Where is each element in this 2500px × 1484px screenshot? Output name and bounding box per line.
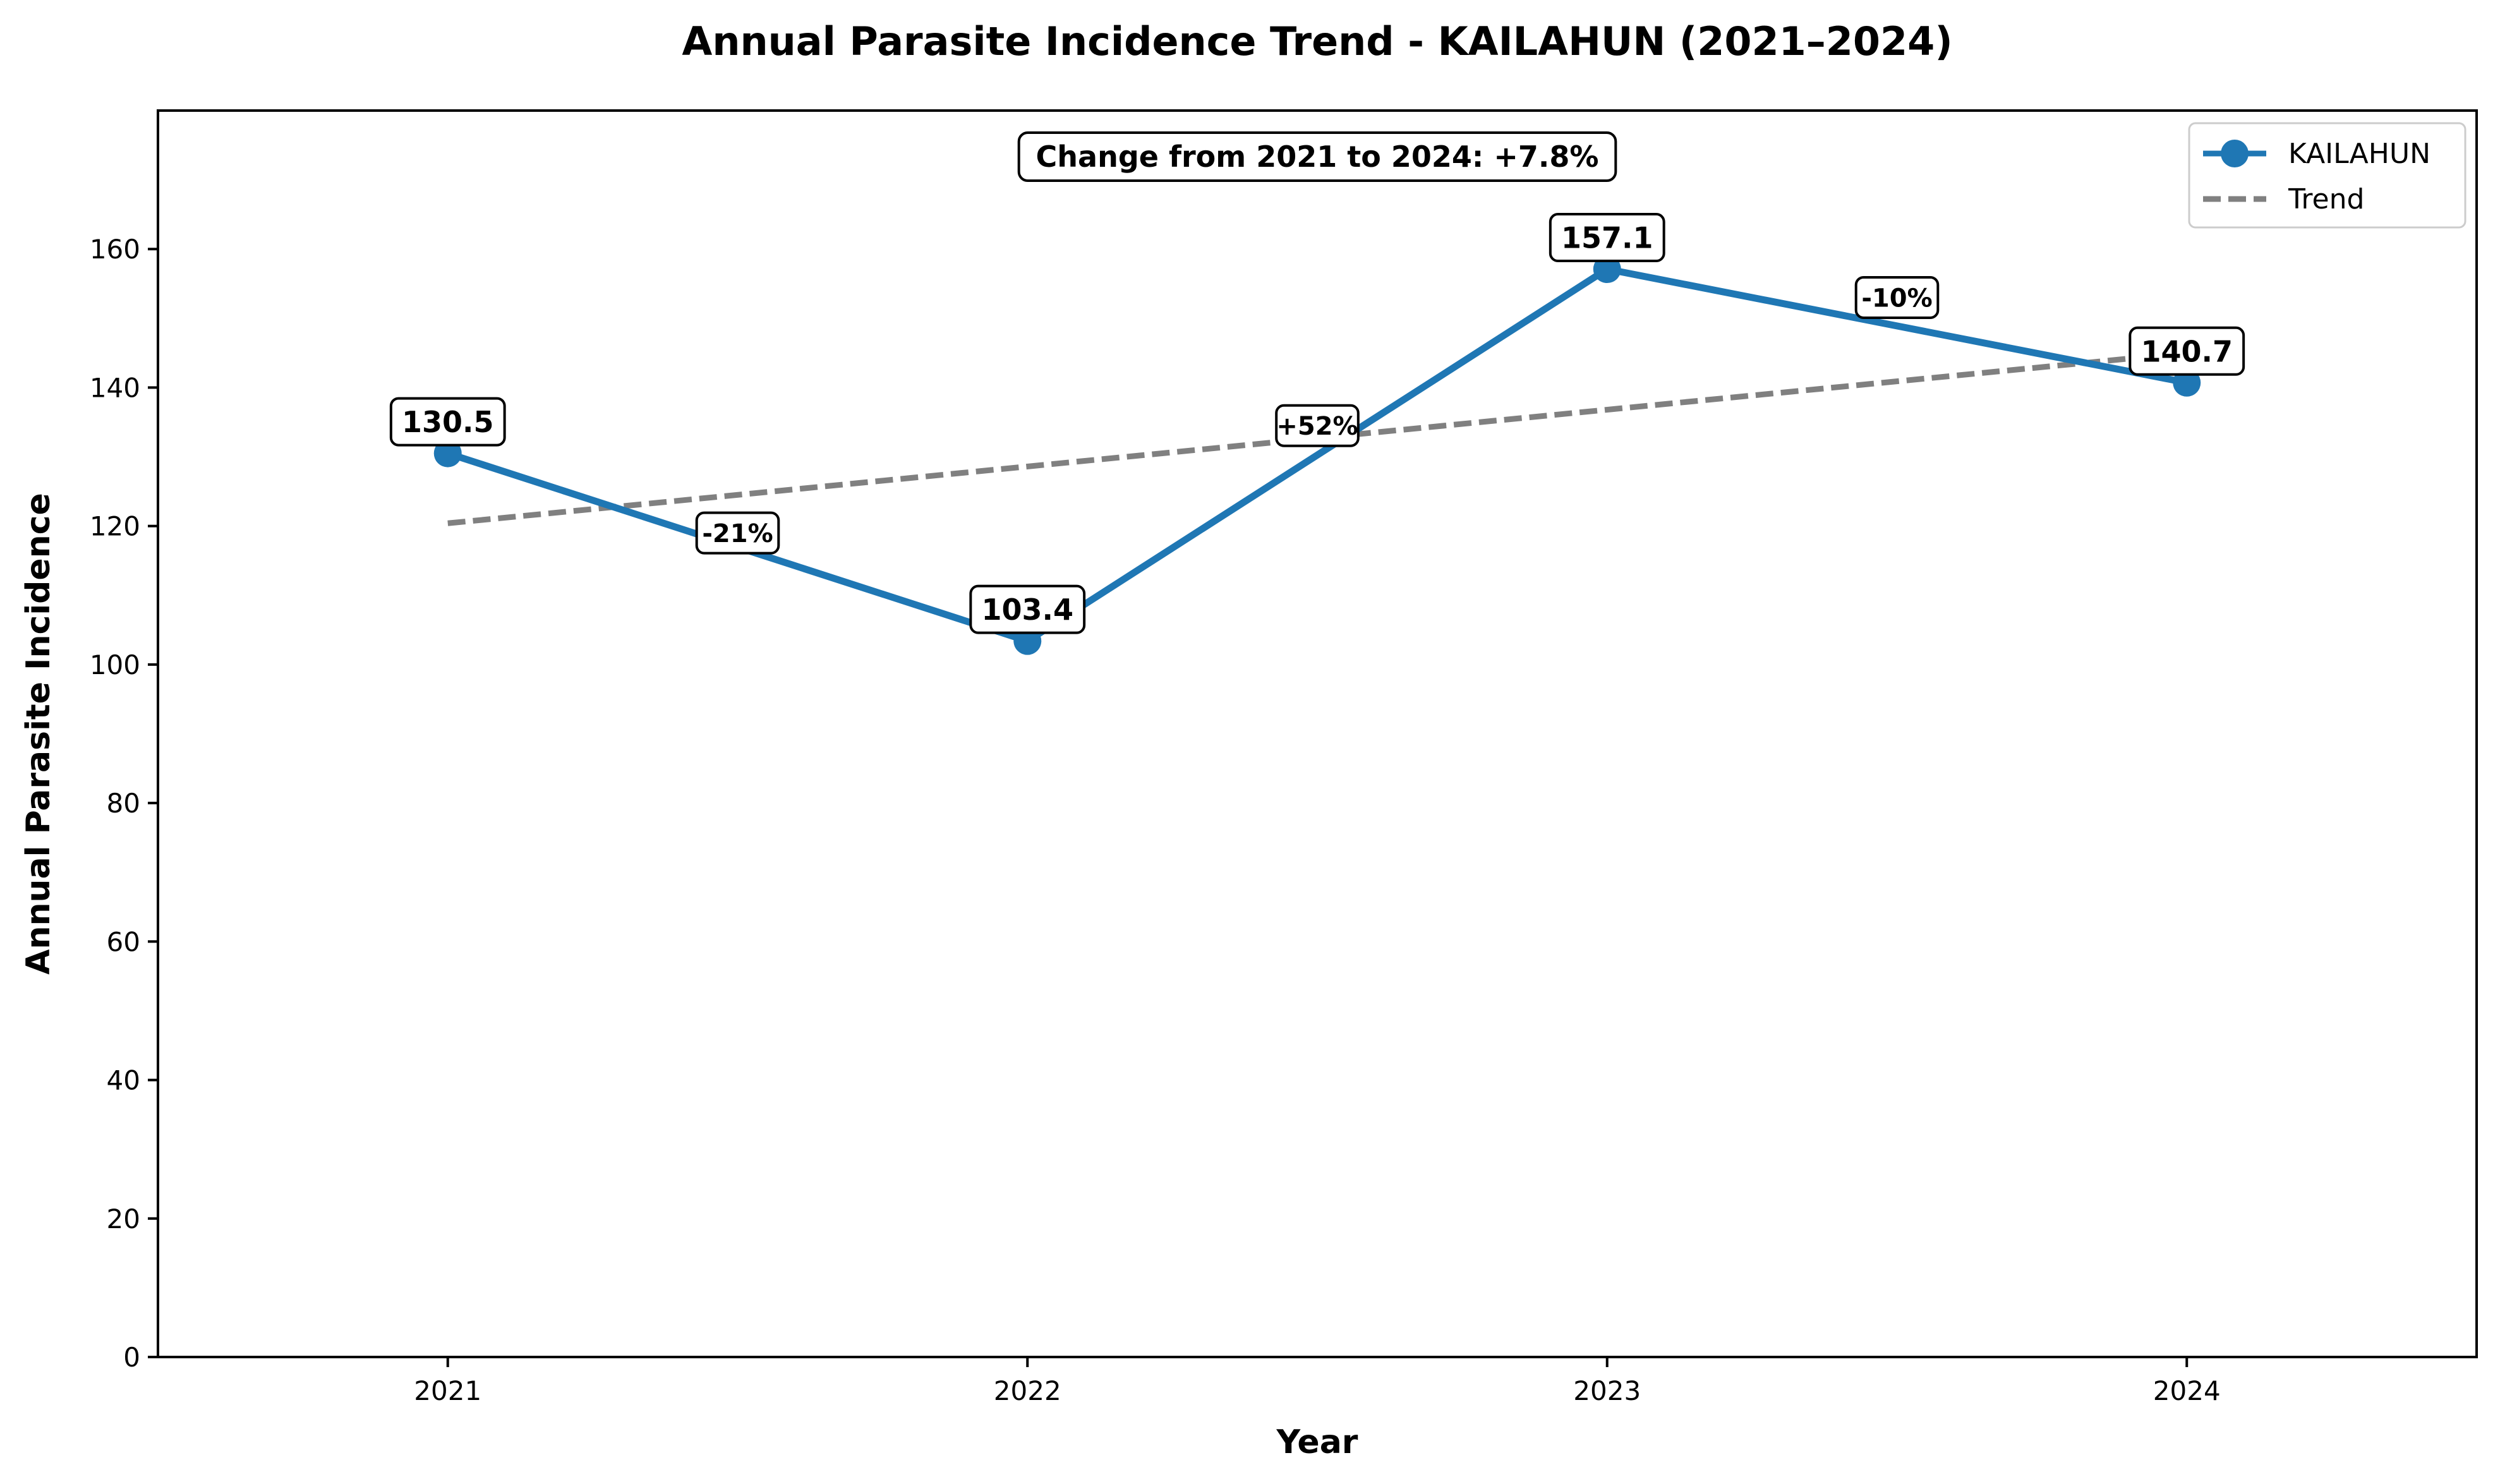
change-label: +52% xyxy=(1275,404,1360,447)
data-label-text: 157.1 xyxy=(1561,221,1653,255)
change-label-box xyxy=(1275,404,1360,447)
y-tick-label: 0 xyxy=(123,1342,140,1373)
total-change-annotation: Change from 2021 to 2024: +7.8% xyxy=(1017,131,1617,182)
y-tick-label: 100 xyxy=(90,649,140,680)
data-label-text: 103.4 xyxy=(981,593,1073,627)
data-label: 130.5 xyxy=(389,397,506,447)
legend-label-kailahun: KAILAHUN xyxy=(2288,138,2431,170)
x-axis-label: Year xyxy=(1276,1423,1358,1461)
x-tick-label: 2022 xyxy=(994,1375,1061,1406)
total-change-text: Change from 2021 to 2024: +7.8% xyxy=(1036,140,1599,174)
change-label-text: -21% xyxy=(702,519,773,548)
data-label-text: 130.5 xyxy=(402,405,494,439)
change-label: -21% xyxy=(695,511,780,555)
data-label: 157.1 xyxy=(1549,213,1665,263)
data-label-text: 140.7 xyxy=(2141,334,2233,368)
x-tick-label: 2024 xyxy=(2153,1375,2221,1406)
change-label: -10% xyxy=(1854,275,1940,319)
y-axis-ticks: 0 20 40 60 80 100 120 140 160 xyxy=(90,234,158,1373)
change-label-box xyxy=(695,511,780,555)
data-label-box xyxy=(389,397,506,447)
series-line-kailahun xyxy=(447,265,2188,645)
plot-frame xyxy=(157,109,2478,1358)
change-label-text: -10% xyxy=(1861,284,1932,313)
legend-label-trend: Trend xyxy=(2288,183,2364,215)
chart-title: Annual Parasite Incidence Trend - KAILAH… xyxy=(682,18,1952,64)
change-label-text: +52% xyxy=(1276,412,1358,441)
data-label: 140.7 xyxy=(2129,326,2245,376)
y-tick-label: 40 xyxy=(107,1065,140,1096)
legend-marker-kailahun xyxy=(2221,140,2249,167)
x-tick-label: 2021 xyxy=(414,1375,481,1406)
change-label-box xyxy=(1854,275,1940,319)
y-tick-label: 120 xyxy=(90,511,140,542)
y-tick-label: 80 xyxy=(107,788,140,819)
y-axis-label: Annual Parasite Incidence xyxy=(20,493,57,974)
x-axis-ticks: 2021 2022 2023 2024 xyxy=(414,1357,2221,1406)
data-label-box xyxy=(969,584,1086,634)
total-change-box xyxy=(1017,131,1617,182)
data-label: 103.4 xyxy=(969,584,1086,634)
legend: KAILAHUN Trend xyxy=(2188,122,2467,229)
y-tick-label: 160 xyxy=(90,234,140,265)
plot-area: 130.5 103.4 157.1 140.7 -21% +52% -10% xyxy=(389,213,2245,655)
y-tick-label: 140 xyxy=(90,372,140,403)
data-label-box xyxy=(2129,326,2245,376)
y-tick-label: 60 xyxy=(107,926,140,957)
x-tick-label: 2023 xyxy=(1573,1375,1641,1406)
y-tick-label: 20 xyxy=(107,1203,140,1234)
data-label-box xyxy=(1549,213,1665,263)
